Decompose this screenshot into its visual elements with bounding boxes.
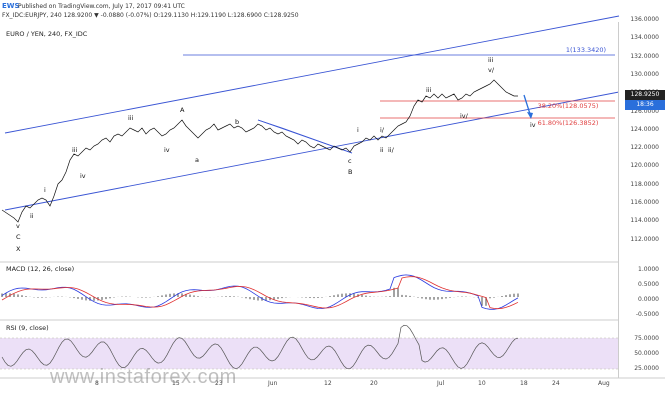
price-axis-tick: 124.0000 [630, 125, 659, 133]
wave-label: b [235, 118, 239, 126]
time-axis-tick: 15 [172, 380, 180, 387]
macd-axis-tick: 0.0000 [638, 296, 659, 303]
time-axis-tick: 8 [95, 380, 99, 387]
last-time-tag: 18:36 [625, 100, 665, 110]
wave-label: iv [530, 121, 536, 129]
projection-arrow [523, 94, 531, 115]
price-axis-tick: 118.0000 [630, 180, 659, 188]
wave-b-line [281, 127, 353, 154]
price-axis-tick: 122.0000 [630, 144, 659, 152]
time-axis-tick: 20 [370, 380, 378, 387]
price-series [1, 79, 518, 223]
wave-label: v/ [488, 66, 495, 74]
wave-b-line [257, 119, 283, 129]
wave-label: ii [30, 212, 34, 220]
macd-line [1, 274, 519, 310]
time-axis-tick: 24 [552, 380, 560, 387]
rsi-line [1, 324, 519, 370]
wave-label: i [357, 126, 359, 134]
price-axis-tick: 120.0000 [630, 162, 659, 170]
price-axis-tick: 126.0000 [630, 107, 659, 115]
wave-label: v [16, 222, 20, 230]
macd-axis-tick: -0.5000 [635, 311, 659, 318]
time-axis-tick: 10 [478, 380, 486, 387]
wave-label: i/ [380, 126, 385, 134]
wave-label: i [44, 186, 46, 194]
wave-label: X [16, 245, 21, 253]
tradingview-logo: EWS [2, 2, 20, 10]
watermark: www.instaforex.com [50, 366, 237, 388]
macd-panel [1, 274, 519, 310]
price-axis-tick: 130.0000 [630, 70, 659, 78]
wave-label: ii/ [388, 146, 395, 154]
published-info: Published on TradingView.com, July 17, 2… [18, 3, 185, 10]
wave-label: iv [80, 172, 86, 180]
price-axis[interactable] [618, 22, 665, 378]
wave-label: ii [380, 146, 384, 154]
wave-label: iv/ [460, 112, 469, 120]
time-axis-tick: 23 [215, 380, 223, 387]
time-axis-tick: Aug [598, 380, 610, 387]
price-axis-tick: 114.0000 [630, 217, 659, 225]
wave-label: B [348, 168, 352, 176]
symbol-quote-line: FX_IDC:EURJPY, 240 128.9200 ▼ -0.0880 (-… [2, 12, 299, 19]
fib-label-100: 1(133.3420) [566, 46, 606, 54]
wave-label: iii [128, 114, 134, 122]
rsi-band [0, 338, 619, 369]
wave-label: a [195, 156, 199, 164]
rsi-axis-tick: 25.0000 [634, 365, 659, 372]
wave-label: c [348, 157, 352, 165]
time-axis-tick: Jun [268, 380, 278, 387]
rsi-panel [1, 324, 519, 370]
price-axis-tick: 116.0000 [630, 199, 659, 206]
macd-label: MACD (12, 26, close) [6, 265, 75, 273]
arrow-head [527, 112, 533, 119]
time-axis-tick: 12 [324, 380, 332, 387]
symbol-label: EURO / YEN, 240, FX_IDC [6, 30, 88, 38]
price-axis-tick: 112.0000 [630, 235, 659, 243]
rsi-label: RSI (9, close) [6, 324, 49, 332]
wave-label: A [180, 106, 185, 114]
price-axis-tick: 132.0000 [630, 52, 659, 60]
wave-label: iv [164, 146, 170, 154]
wave-label: iii [426, 86, 432, 94]
macd-axis-tick: 0.5000 [638, 281, 659, 288]
fib-label-38: 38.20%(128.0575) [538, 102, 599, 110]
channel-upper [4, 15, 620, 134]
rsi-axis-tick: 75.0000 [634, 335, 659, 342]
wave-label: C [16, 233, 21, 241]
chart-header: EWS Published on TradingView.com, July 1… [0, 0, 665, 22]
price-axis-tick: 136.0000 [630, 16, 659, 23]
price-axis-tick: 134.0000 [630, 34, 659, 42]
channel-lower [4, 91, 620, 211]
macd-axis-tick: 1.0000 [638, 266, 659, 273]
signal-line [1, 276, 519, 310]
wave-label: iii [72, 146, 78, 154]
fib-label-61: 61.80%(126.3852) [538, 119, 599, 127]
last-price-tag: 128.9250 [625, 90, 665, 100]
rsi-axis-tick: 50.0000 [634, 350, 659, 357]
time-axis-tick: Jul [437, 380, 445, 387]
time-axis-tick: 18 [520, 380, 528, 387]
wave-label: iii [488, 56, 494, 64]
